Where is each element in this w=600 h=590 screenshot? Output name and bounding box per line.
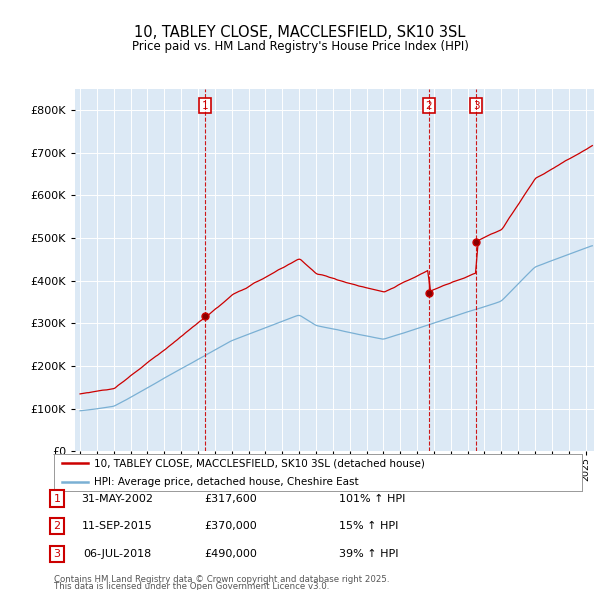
Text: 2: 2: [425, 100, 432, 110]
Text: HPI: Average price, detached house, Cheshire East: HPI: Average price, detached house, Ches…: [94, 477, 358, 487]
Text: Price paid vs. HM Land Registry's House Price Index (HPI): Price paid vs. HM Land Registry's House …: [131, 40, 469, 53]
Text: £490,000: £490,000: [205, 549, 257, 559]
Text: £370,000: £370,000: [205, 522, 257, 531]
Text: 10, TABLEY CLOSE, MACCLESFIELD, SK10 3SL: 10, TABLEY CLOSE, MACCLESFIELD, SK10 3SL: [134, 25, 466, 40]
Text: This data is licensed under the Open Government Licence v3.0.: This data is licensed under the Open Gov…: [54, 582, 329, 590]
Text: 3: 3: [53, 549, 61, 559]
Text: 31-MAY-2002: 31-MAY-2002: [81, 494, 153, 503]
Text: 11-SEP-2015: 11-SEP-2015: [82, 522, 152, 531]
Text: 2: 2: [53, 522, 61, 531]
Text: 101% ↑ HPI: 101% ↑ HPI: [339, 494, 406, 503]
Text: 1: 1: [53, 494, 61, 503]
Text: 1: 1: [202, 100, 208, 110]
Text: 39% ↑ HPI: 39% ↑ HPI: [339, 549, 398, 559]
Text: 15% ↑ HPI: 15% ↑ HPI: [339, 522, 398, 531]
Text: 3: 3: [473, 100, 479, 110]
Text: 06-JUL-2018: 06-JUL-2018: [83, 549, 151, 559]
Text: 10, TABLEY CLOSE, MACCLESFIELD, SK10 3SL (detached house): 10, TABLEY CLOSE, MACCLESFIELD, SK10 3SL…: [94, 458, 424, 468]
Text: Contains HM Land Registry data © Crown copyright and database right 2025.: Contains HM Land Registry data © Crown c…: [54, 575, 389, 584]
Text: £317,600: £317,600: [205, 494, 257, 503]
